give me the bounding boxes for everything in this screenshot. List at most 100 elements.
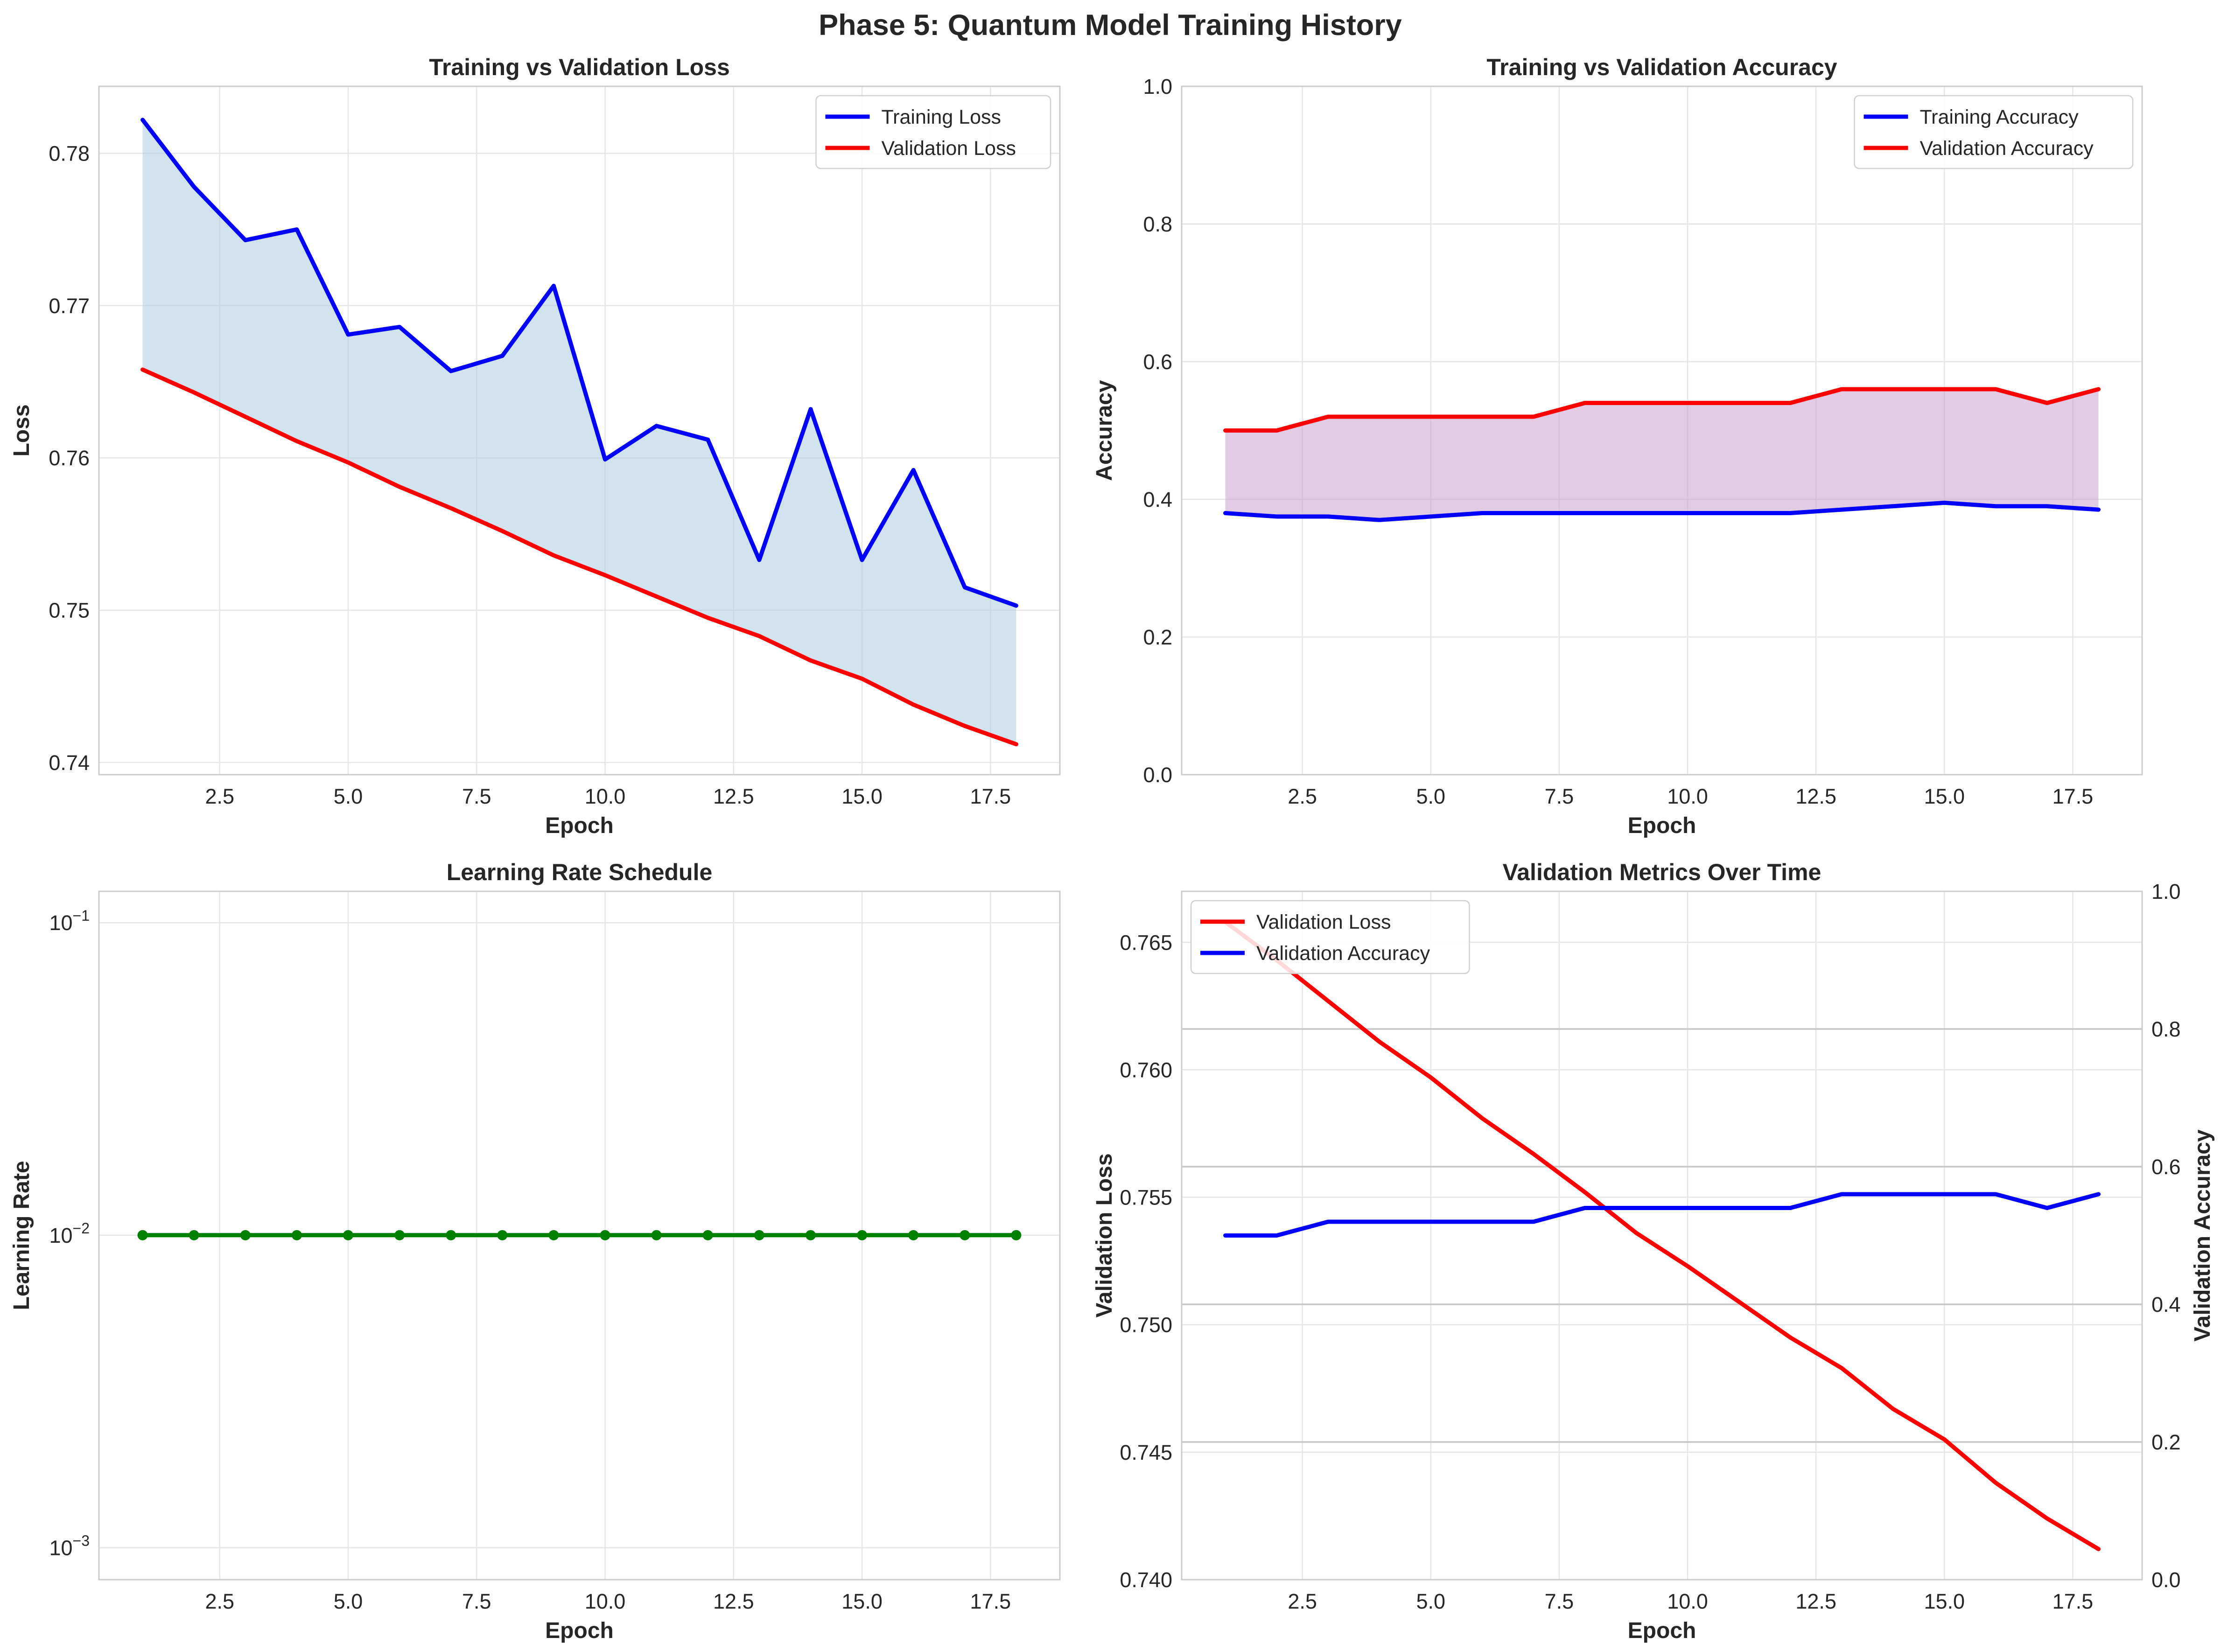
legend-label: Validation Accuracy bbox=[1256, 942, 1430, 965]
x-tick-label: 15.0 bbox=[1924, 784, 1965, 808]
chart-2: 2.5 5.0 7.5 10.0 12.5 15.0 17.5 0.0 0.2 0.4 0.6 0.8… bbox=[1092, 54, 2143, 838]
legend: Training Accuracy Validation Accuracy bbox=[1854, 95, 2134, 169]
x-tick-label: 15.0 bbox=[1924, 1589, 1965, 1613]
x-tick-label: 7.5 bbox=[1545, 1589, 1574, 1613]
fill-between-area bbox=[1225, 389, 2099, 520]
x-tick-label: 2.5 bbox=[205, 784, 234, 808]
right-y-tick-label: 0.0 bbox=[2151, 1568, 2181, 1592]
y-tick-label: 0.76 bbox=[49, 446, 90, 470]
x-tick-label: 10.0 bbox=[1667, 784, 1708, 808]
data-point bbox=[343, 1230, 354, 1240]
x-tick-label: 12.5 bbox=[713, 784, 754, 808]
x-tick-label: 5.0 bbox=[1416, 784, 1445, 808]
series-line-2 bbox=[1223, 1192, 2101, 1238]
x-tick-label: 7.5 bbox=[462, 784, 491, 808]
plot-frame bbox=[98, 890, 1061, 1581]
data-point bbox=[754, 1230, 764, 1240]
legend-label: Validation Accuracy bbox=[1920, 137, 2094, 160]
x-tick-label: 2.5 bbox=[1288, 784, 1317, 808]
data-point bbox=[548, 1230, 559, 1240]
right-y-axis-label: Validation Accuracy bbox=[2190, 1129, 2215, 1342]
data-point bbox=[1011, 1230, 1022, 1240]
x-tick-label: 12.5 bbox=[713, 1589, 754, 1613]
chart-3: 2.5 5.0 7.5 10.0 12.5 15.0 17.5 10−3 10−2 10−1 Lea… bbox=[9, 859, 1061, 1643]
legend-box bbox=[1854, 95, 2134, 169]
x-axis-label: Epoch bbox=[545, 1618, 614, 1643]
y-tick-label: 0.6 bbox=[1143, 350, 1172, 374]
y-axis-label: Learning Rate bbox=[9, 1161, 34, 1310]
y-tick-label: 0.75 bbox=[49, 599, 90, 623]
y-tick-label: 0.750 bbox=[1120, 1313, 1172, 1337]
x-tick-label: 2.5 bbox=[1288, 1589, 1317, 1613]
legend-label: Validation Loss bbox=[1256, 911, 1391, 933]
data-point bbox=[394, 1230, 405, 1240]
y-tick-label: 10−1 bbox=[49, 907, 90, 935]
series-line-2 bbox=[140, 367, 1018, 747]
chart-title: Training vs Validation Loss bbox=[429, 54, 730, 80]
x-tick-label: 12.5 bbox=[1795, 1589, 1836, 1613]
data-point bbox=[240, 1230, 251, 1240]
legend-label: Validation Loss bbox=[882, 137, 1016, 160]
data-point bbox=[137, 1230, 148, 1240]
y-tick-label: 1.0 bbox=[1143, 75, 1172, 98]
x-axis-label: Epoch bbox=[545, 813, 614, 838]
plot-frame bbox=[1181, 890, 2143, 1581]
data-point bbox=[446, 1230, 456, 1240]
legend-box bbox=[815, 95, 1051, 169]
fill-between-area bbox=[142, 119, 1016, 744]
data-point bbox=[189, 1230, 199, 1240]
y-axis-label: Accuracy bbox=[1092, 380, 1117, 481]
x-tick-label: 5.0 bbox=[334, 784, 363, 808]
chart-title: Learning Rate Schedule bbox=[447, 859, 713, 885]
chart-title: Training vs Validation Accuracy bbox=[1486, 54, 1837, 80]
data-point bbox=[908, 1230, 919, 1240]
data-point bbox=[600, 1230, 610, 1240]
x-tick-label: 17.5 bbox=[2053, 1589, 2094, 1613]
x-tick-label: 10.0 bbox=[1667, 1589, 1708, 1613]
x-tick-label: 17.5 bbox=[2053, 784, 2094, 808]
y-tick-label: 0.740 bbox=[1120, 1568, 1172, 1592]
series-line-1 bbox=[1223, 920, 2101, 1551]
data-point bbox=[857, 1230, 868, 1240]
y-tick-label: 0.2 bbox=[1143, 625, 1172, 649]
right-y-tick-label: 1.0 bbox=[2151, 880, 2181, 903]
x-tick-label: 7.5 bbox=[1545, 784, 1574, 808]
y-tick-label: 0.8 bbox=[1143, 212, 1172, 236]
chart-4: 2.5 5.0 7.5 10.0 12.5 15.0 17.5 0.740 0.745 0.750… bbox=[1092, 859, 2215, 1643]
y-tick-label: 0.760 bbox=[1120, 1058, 1172, 1082]
x-tick-label: 12.5 bbox=[1795, 784, 1836, 808]
y-tick-label: 0.765 bbox=[1120, 931, 1172, 954]
y-tick-label: 10−3 bbox=[49, 1532, 90, 1560]
y-tick-label: 0.78 bbox=[49, 142, 90, 166]
y-tick-label: 0.74 bbox=[49, 751, 90, 775]
legend: Validation Loss Validation Accuracy bbox=[1190, 900, 1470, 974]
x-axis-label: Epoch bbox=[1628, 1618, 1696, 1643]
chart-title: Validation Metrics Over Time bbox=[1503, 859, 1822, 885]
legend: Training Loss Validation Loss bbox=[815, 95, 1051, 169]
series-line-1 bbox=[1223, 500, 2101, 522]
chart-1: 2.5 5.0 7.5 10.0 12.5 15.0 17.5 0.74 0.75 0.76 0.7… bbox=[9, 54, 1061, 838]
figure-suptitle: Phase 5: Quantum Model Training History bbox=[819, 9, 1402, 42]
data-point bbox=[805, 1230, 816, 1240]
legend-label: Training Accuracy bbox=[1920, 106, 2079, 128]
data-point bbox=[702, 1230, 713, 1240]
right-y-tick-label: 0.4 bbox=[2151, 1293, 2181, 1316]
data-point bbox=[651, 1230, 662, 1240]
data-point bbox=[291, 1230, 302, 1240]
x-tick-label: 17.5 bbox=[970, 784, 1011, 808]
legend-label: Training Loss bbox=[882, 106, 1002, 128]
x-tick-label: 5.0 bbox=[1416, 1589, 1445, 1613]
legend-box bbox=[1190, 900, 1470, 974]
plot-frame bbox=[1181, 85, 2143, 776]
y-tick-label: 0.755 bbox=[1120, 1186, 1172, 1210]
data-point bbox=[497, 1230, 508, 1240]
x-tick-label: 2.5 bbox=[205, 1589, 234, 1613]
y-axis-label: Loss bbox=[9, 404, 34, 456]
x-axis-label: Epoch bbox=[1628, 813, 1696, 838]
x-tick-label: 15.0 bbox=[841, 784, 883, 808]
x-tick-label: 5.0 bbox=[334, 1589, 363, 1613]
plot-frame bbox=[98, 85, 1061, 776]
y-tick-label: 0.0 bbox=[1143, 763, 1172, 787]
right-y-tick-label: 0.2 bbox=[2151, 1430, 2181, 1454]
